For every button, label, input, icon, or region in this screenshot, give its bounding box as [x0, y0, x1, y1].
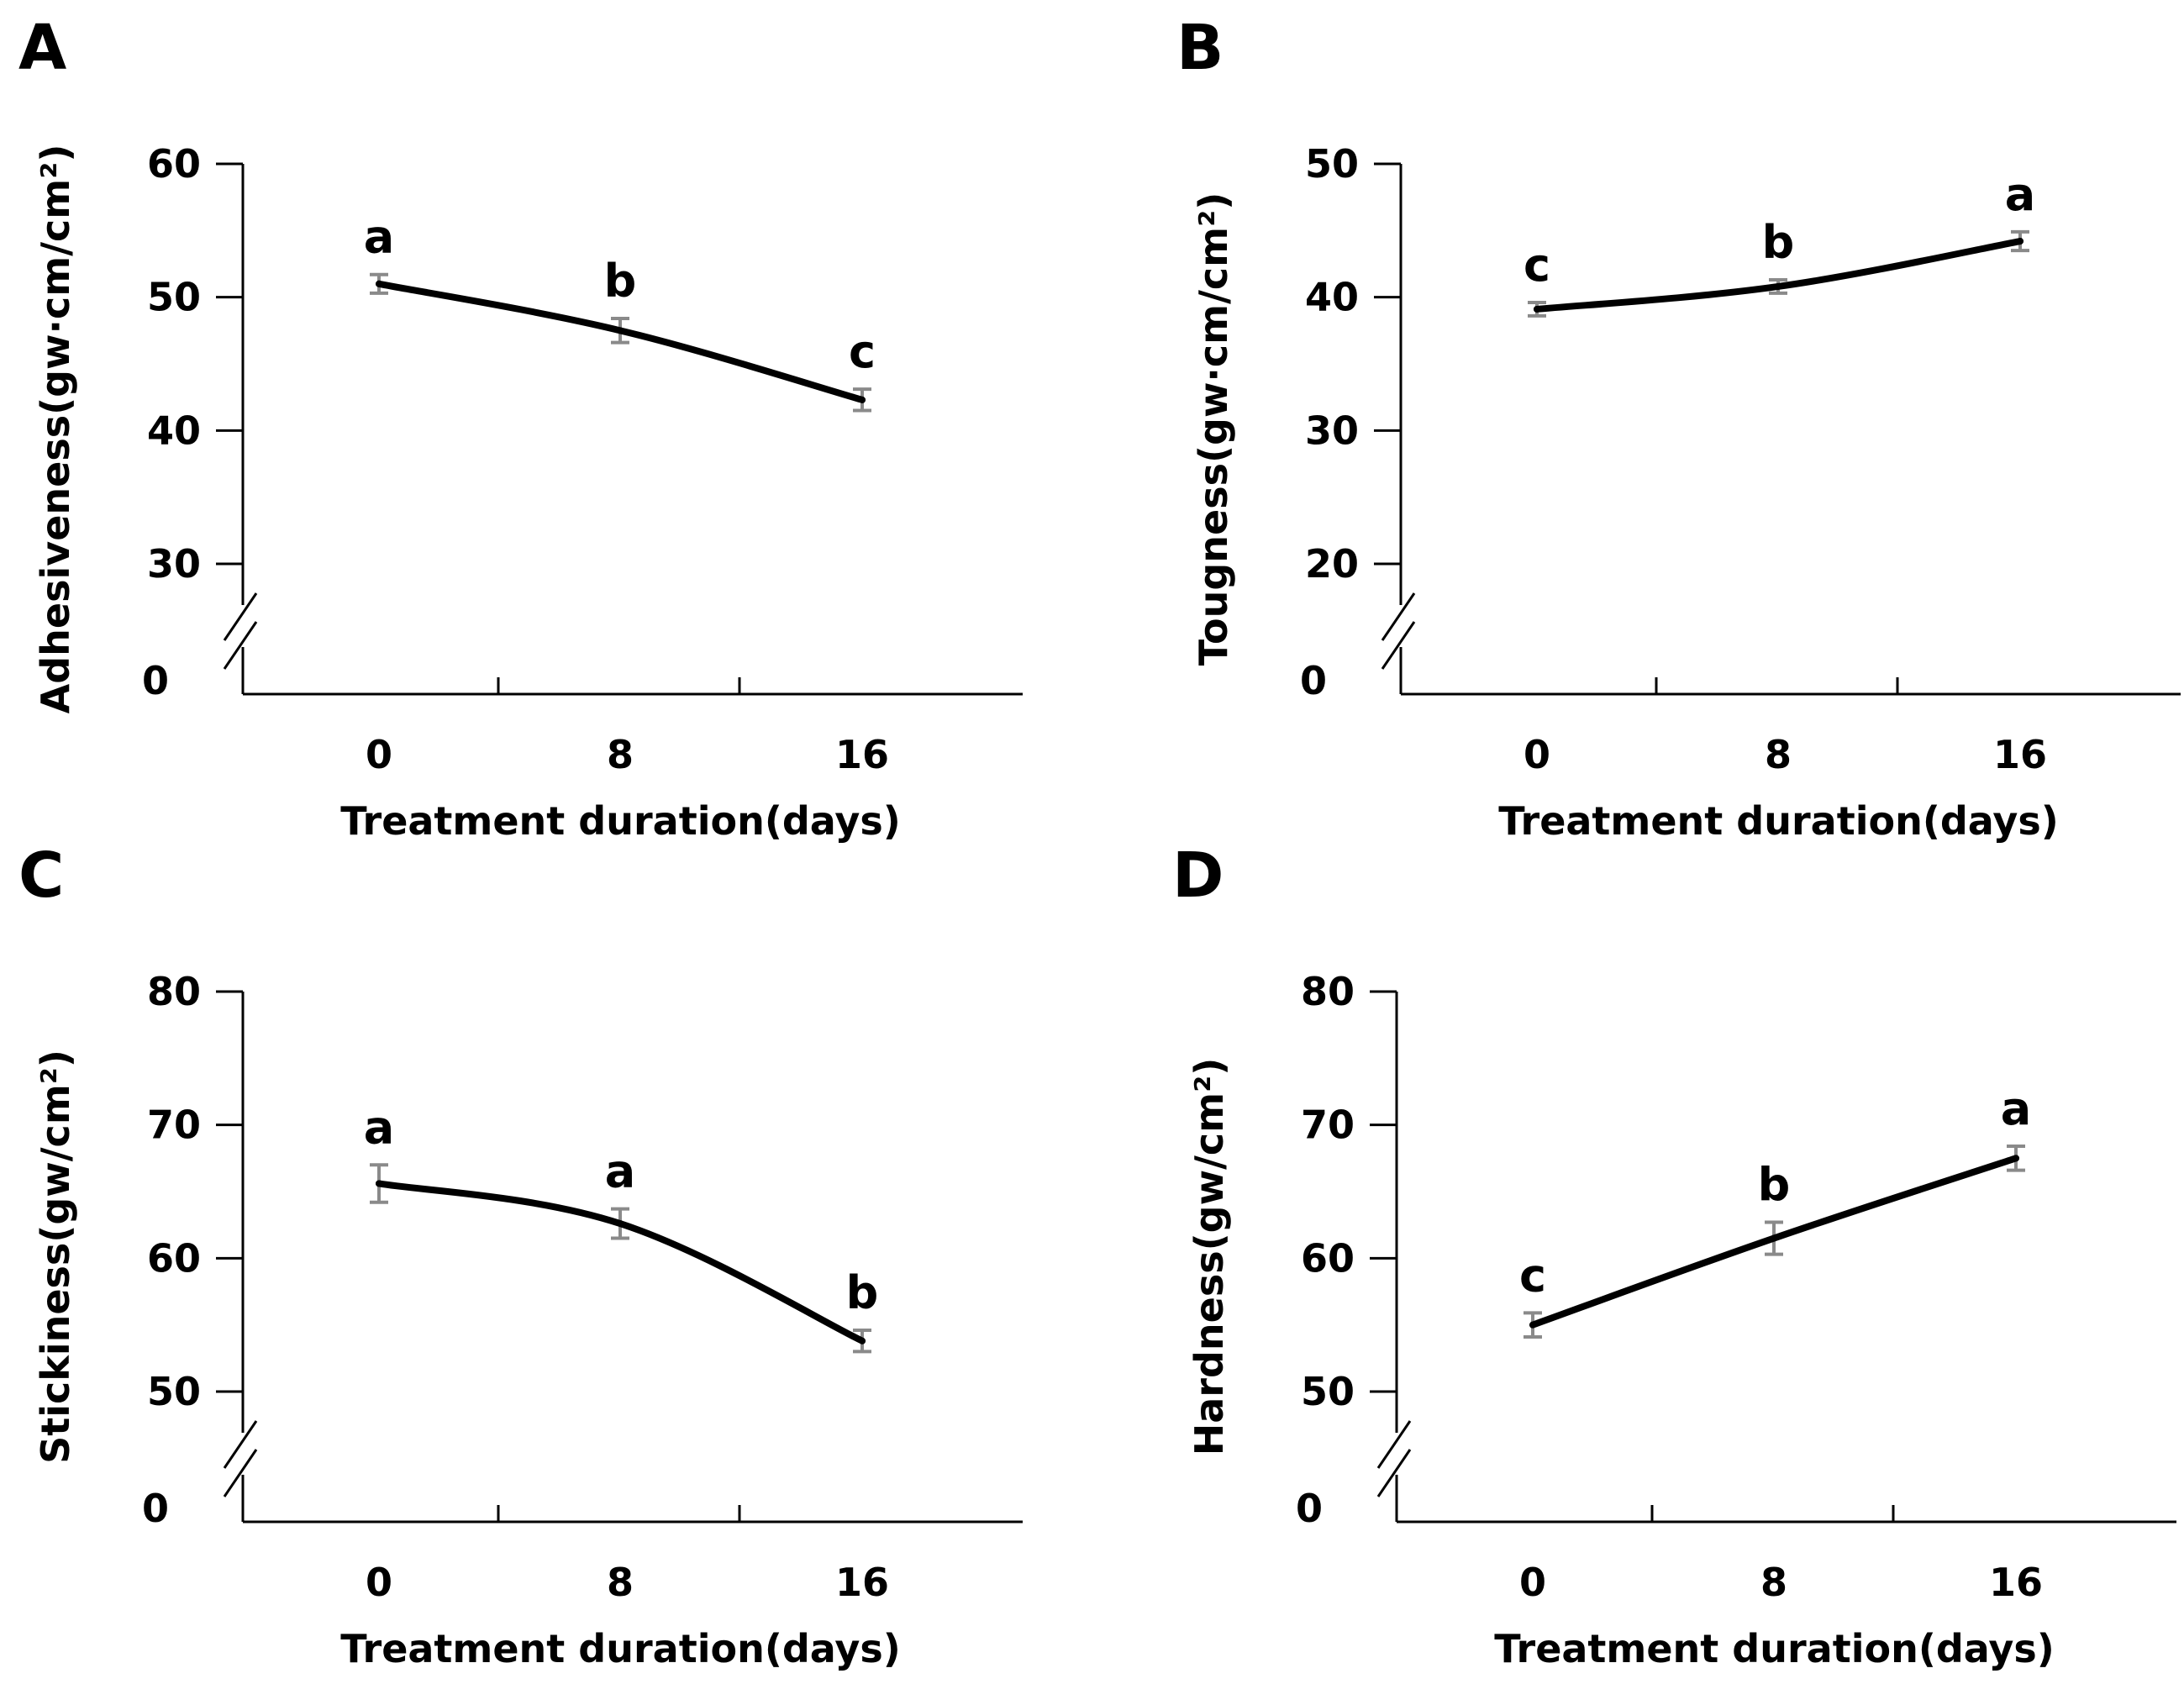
axis-break-mark: [223, 621, 258, 670]
significance-letter: b: [1758, 1158, 1791, 1211]
y-tick-label: 80: [147, 969, 201, 1014]
y-axis-title: Hardness(gw/cm²): [1187, 1058, 1232, 1455]
significance-letter: a: [2001, 1082, 2031, 1135]
x-axis-title: Treatment duration(days): [340, 798, 901, 844]
axis-break-mark: [1381, 592, 1416, 641]
data-point: [1534, 305, 1540, 313]
y-tick-label: 20: [1305, 541, 1359, 587]
y-tick-label: 30: [147, 541, 201, 587]
panel-c: C 80 70 60 50 0 0 8 16 Treatment duration(days) St…: [18, 839, 1023, 1671]
y-tick-label: 60: [147, 1235, 201, 1281]
x-tick-label: 16: [835, 732, 889, 777]
y-tick-label-zero: 0: [1300, 658, 1327, 703]
x-tick-label: 8: [1760, 1560, 1787, 1605]
y-tick-label: 50: [147, 1369, 201, 1414]
y-tick-label: 50: [1301, 1369, 1355, 1414]
data-point: [1529, 1321, 1536, 1329]
y-tick-label-zero: 0: [142, 658, 169, 703]
data-point: [859, 396, 866, 403]
x-tick-label: 0: [366, 1560, 392, 1605]
y-axis-title: Tougness(gw·cm/cm²): [1191, 192, 1236, 666]
axis-break-mark: [223, 1449, 258, 1497]
data-point: [1771, 1234, 1777, 1242]
significance-letter: b: [1762, 216, 1795, 269]
panel-d: D 80 70 60 50 0 0 8 16 Treatment duration(days) Ha…: [1172, 839, 2176, 1671]
axis-break-mark: [1376, 1420, 1412, 1469]
y-tick-label: 40: [147, 408, 201, 453]
panel-letter: C: [18, 839, 64, 912]
y-tick-label: 30: [1305, 408, 1359, 453]
y-axis-title: Adhesiveness(gw·cm/cm²): [33, 145, 78, 714]
panel-letter: A: [18, 12, 66, 84]
data-point: [617, 327, 624, 334]
significance-letter: c: [849, 325, 876, 378]
x-axis-title: Treatment duration(days): [1498, 798, 2059, 844]
significance-letter: a: [364, 211, 394, 264]
axis-break-mark: [223, 592, 258, 641]
data-point: [376, 280, 382, 287]
y-tick-label: 40: [1305, 275, 1359, 320]
y-tick-label-zero: 0: [1296, 1486, 1323, 1531]
x-tick-label: 0: [1519, 1560, 1546, 1605]
x-tick-label: 16: [835, 1560, 889, 1605]
x-tick-label: 0: [366, 732, 392, 777]
panel-letter: D: [1172, 839, 1224, 912]
data-point: [859, 1337, 866, 1345]
significance-letter: a: [2005, 168, 2035, 221]
y-tick-label: 60: [147, 141, 201, 187]
panel-b: B 50 40 30 20 0 0 8 16 Treatment duration(days) To…: [1176, 12, 2181, 844]
x-axis-title: Treatment duration(days): [1494, 1626, 2055, 1671]
y-tick-label: 80: [1301, 969, 1355, 1014]
y-tick-label: 70: [147, 1102, 201, 1148]
x-tick-label: 0: [1524, 732, 1550, 777]
x-tick-label: 8: [607, 1560, 634, 1605]
significance-letter: c: [1519, 1249, 1546, 1302]
panel-a: A 60 50 40 30 0 0 8 16 Treatment duration(days) Ad…: [18, 12, 1023, 844]
significance-letter: c: [1524, 239, 1550, 292]
y-tick-label: 50: [1305, 141, 1359, 187]
x-tick-label: 16: [1993, 732, 2047, 777]
x-tick-label: 16: [1989, 1560, 2043, 1605]
data-point: [1775, 282, 1781, 290]
data-point: [617, 1220, 624, 1228]
panel-letter: B: [1176, 12, 1224, 84]
axis-break-mark: [1381, 621, 1416, 670]
series-line: [376, 1180, 866, 1345]
data-point: [2013, 1155, 2019, 1162]
y-tick-label: 60: [1301, 1235, 1355, 1281]
y-tick-label: 50: [147, 275, 201, 320]
data-point: [2017, 238, 2023, 245]
axis-break-mark: [223, 1420, 258, 1469]
data-point: [376, 1180, 382, 1187]
y-tick-label: 70: [1301, 1102, 1355, 1148]
x-axis-title: Treatment duration(days): [340, 1626, 901, 1671]
significance-letter: b: [846, 1266, 879, 1319]
y-axis-title: Stickiness(gw/cm²): [33, 1050, 78, 1464]
y-tick-label-zero: 0: [142, 1486, 169, 1531]
x-tick-label: 8: [1765, 732, 1792, 777]
significance-letter: b: [604, 255, 637, 308]
significance-letter: a: [364, 1101, 394, 1154]
x-tick-label: 8: [607, 732, 634, 777]
axis-break-mark: [1376, 1449, 1412, 1497]
significance-letter: a: [605, 1145, 635, 1198]
